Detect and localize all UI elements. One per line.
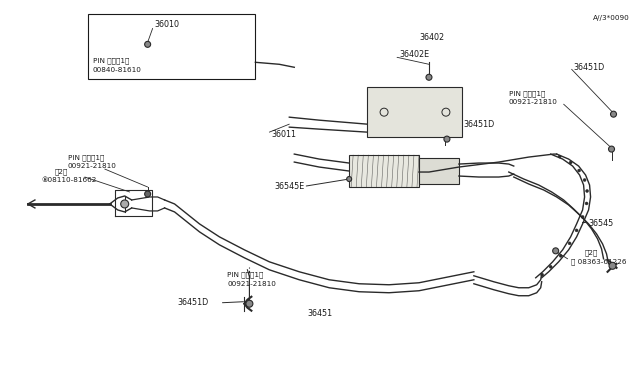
Text: 36545: 36545 bbox=[589, 219, 614, 228]
Circle shape bbox=[578, 169, 580, 172]
Circle shape bbox=[569, 161, 572, 164]
Circle shape bbox=[558, 155, 561, 158]
Circle shape bbox=[559, 254, 562, 257]
Circle shape bbox=[541, 273, 544, 276]
Text: （2）: （2） bbox=[584, 250, 598, 256]
Text: PIN ピン（1）: PIN ピン（1） bbox=[509, 90, 545, 96]
Text: PIN ピン（1）: PIN ピン（1） bbox=[93, 57, 129, 64]
Text: 36451D: 36451D bbox=[177, 298, 209, 307]
Text: 36451D: 36451D bbox=[573, 63, 605, 72]
Text: 00921-21810: 00921-21810 bbox=[68, 163, 116, 169]
Circle shape bbox=[553, 248, 559, 254]
Circle shape bbox=[347, 177, 351, 182]
Text: 36011: 36011 bbox=[271, 129, 296, 139]
Text: 36402: 36402 bbox=[419, 33, 444, 42]
Text: Ⓢ 08363-61226: Ⓢ 08363-61226 bbox=[571, 259, 626, 265]
Circle shape bbox=[575, 229, 578, 232]
Text: 36451D: 36451D bbox=[464, 120, 495, 129]
Text: 00921-21810: 00921-21810 bbox=[509, 99, 557, 105]
Circle shape bbox=[145, 191, 150, 197]
Circle shape bbox=[583, 179, 586, 182]
Text: 36010: 36010 bbox=[155, 20, 180, 29]
Circle shape bbox=[568, 242, 571, 245]
Circle shape bbox=[121, 200, 129, 208]
Text: 〈2〉: 〈2〉 bbox=[55, 169, 68, 175]
Text: 00840-81610: 00840-81610 bbox=[93, 67, 141, 73]
FancyBboxPatch shape bbox=[349, 155, 419, 187]
Circle shape bbox=[549, 265, 552, 268]
Circle shape bbox=[444, 136, 450, 142]
Circle shape bbox=[585, 202, 588, 205]
Circle shape bbox=[246, 300, 253, 307]
Circle shape bbox=[611, 111, 616, 117]
Circle shape bbox=[581, 215, 584, 218]
FancyBboxPatch shape bbox=[367, 87, 462, 137]
Text: 36545E: 36545E bbox=[274, 183, 304, 192]
Circle shape bbox=[145, 41, 150, 47]
Text: PIN ピン（1）: PIN ピン（1） bbox=[68, 155, 104, 161]
Text: PIN ピン（1）: PIN ピン（1） bbox=[227, 272, 264, 278]
Text: ⑧08110-81662: ⑧08110-81662 bbox=[42, 177, 97, 183]
Circle shape bbox=[609, 262, 616, 269]
Circle shape bbox=[426, 74, 432, 80]
Text: 36402E: 36402E bbox=[399, 50, 429, 59]
Circle shape bbox=[609, 146, 614, 152]
Text: 00921-21810: 00921-21810 bbox=[227, 281, 276, 287]
Text: 36451: 36451 bbox=[307, 309, 332, 318]
FancyBboxPatch shape bbox=[419, 158, 459, 184]
Circle shape bbox=[586, 189, 589, 192]
Text: A//3*0090: A//3*0090 bbox=[593, 15, 629, 22]
